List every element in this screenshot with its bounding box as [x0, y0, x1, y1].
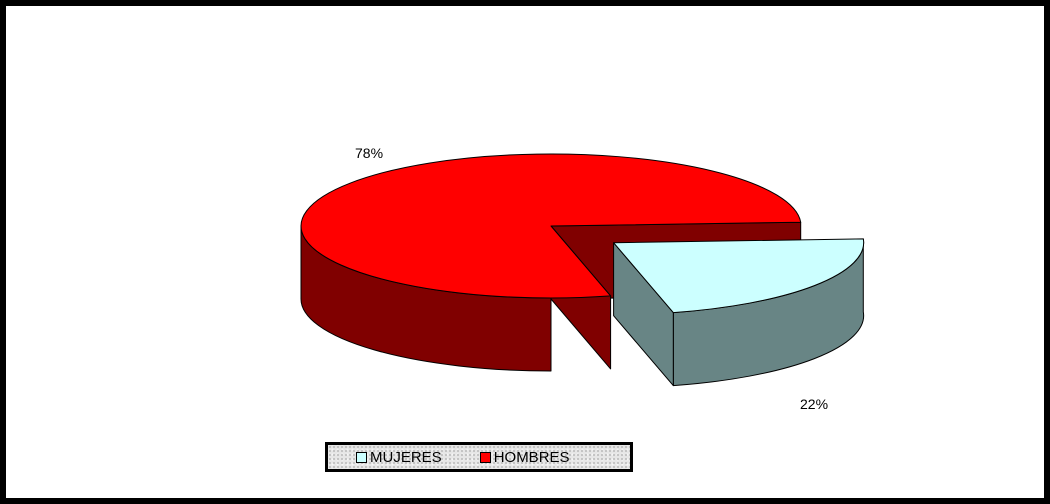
- legend-item-mujeres: MUJERES: [356, 449, 442, 466]
- legend-label-mujeres: MUJERES: [370, 448, 442, 466]
- data-label-mujeres: 22%: [800, 396, 829, 412]
- hombres-top-face: [300, 153, 802, 299]
- legend-swatch-mujeres: [356, 451, 367, 463]
- legend: MUJERES HOMBRES: [325, 442, 633, 472]
- mujeres-top-face: [613, 238, 865, 314]
- legend-label-hombres: HOMBRES: [493, 448, 570, 466]
- data-label-hombres: 78%: [355, 145, 384, 161]
- legend-swatch-hombres: [479, 451, 491, 463]
- legend-item-hombres: HOMBRES: [479, 448, 570, 466]
